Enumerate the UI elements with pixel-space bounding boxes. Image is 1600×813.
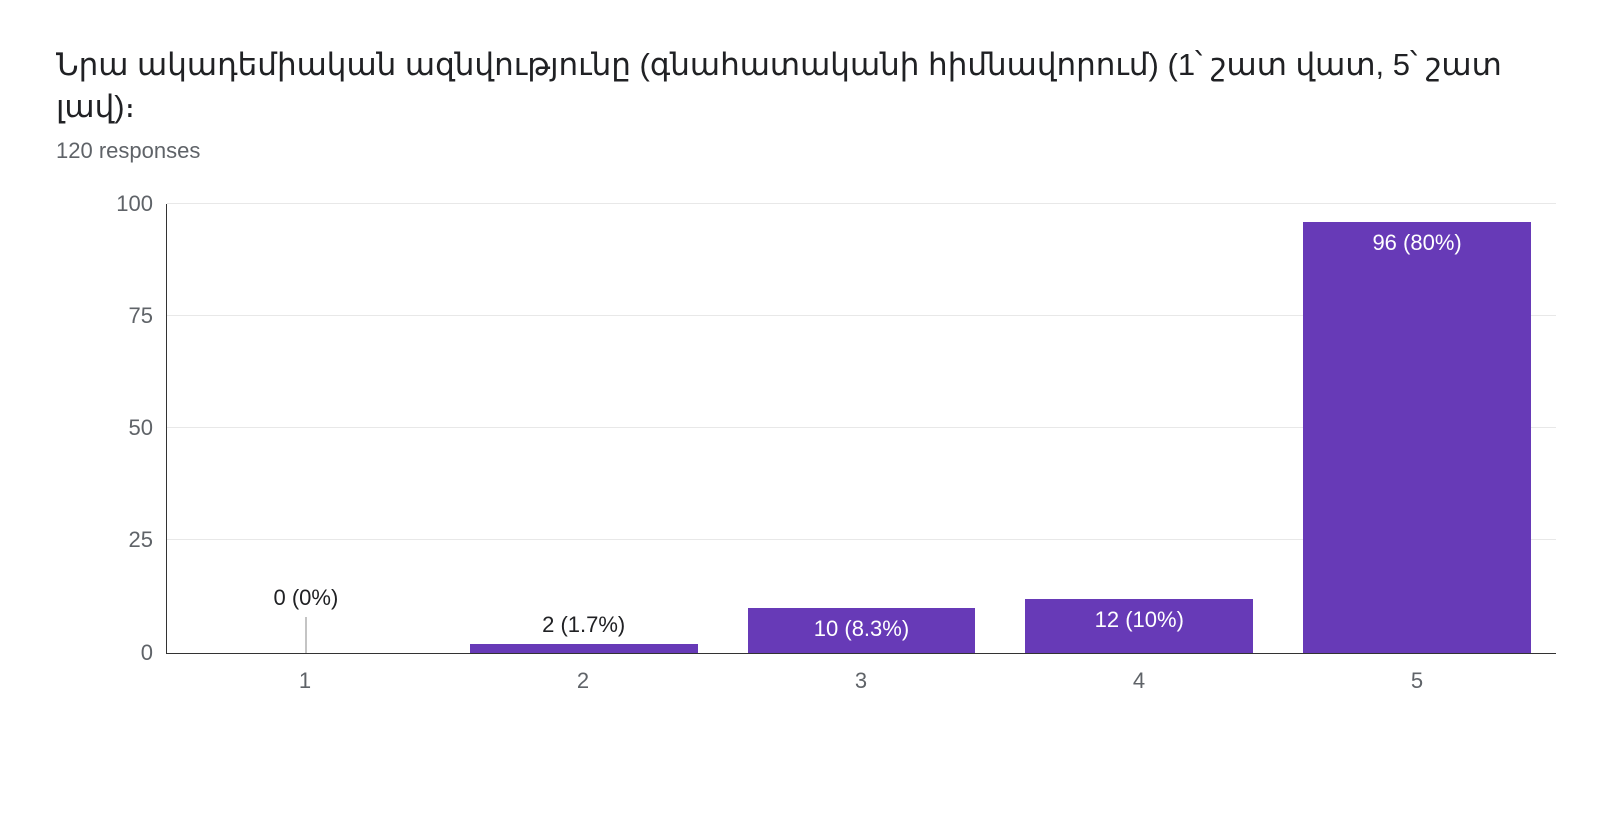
x-tick-label: 3 [722,668,1000,694]
bar-slot: 96 (80%) [1278,204,1556,653]
bar-value-label: 0 (0%) [273,585,338,611]
x-tick-label: 2 [444,668,722,694]
bar[interactable]: 12 (10%) [1025,599,1253,653]
x-axis: 12345 [166,654,1556,694]
chart: 0 (0%)2 (1.7%)10 (8.3%)12 (10%)96 (80%) … [96,204,1556,694]
bar-value-label: 96 (80%) [1372,230,1461,256]
x-tick-label: 4 [1000,668,1278,694]
y-tick-label: 0 [141,640,167,666]
plot-area: 0 (0%)2 (1.7%)10 (8.3%)12 (10%)96 (80%) … [166,204,1556,654]
bar-value-label: 12 (10%) [1095,607,1184,633]
bar[interactable]: 2 (1.7%) [470,644,698,653]
bar-value-label: 10 (8.3%) [814,616,909,642]
bars-group: 0 (0%) 2 (1.7%) 10 (8.3%) 12 (10%) 96 (80%) [167,204,1556,653]
y-tick-label: 100 [116,191,167,217]
chart-title: Նրա ակադեմիական ազնվությունը (գնահատական… [56,44,1536,128]
bar-slot: 0 (0%) [167,204,445,653]
bar-slot: 12 (10%) [1000,204,1278,653]
response-count: 120 responses [56,138,1544,164]
y-tick-label: 50 [129,415,167,441]
bar-slot: 10 (8.3%) [723,204,1001,653]
zero-bar-anchor: 0 (0%) [305,613,306,653]
x-tick-label: 5 [1278,668,1556,694]
bar[interactable]: 10 (8.3%) [748,608,976,653]
y-tick-label: 25 [129,527,167,553]
chart-container: Նրա ակադեմիական ազնվությունը (գնահատական… [0,0,1600,734]
leader-line [306,617,307,653]
bar-slot: 2 (1.7%) [445,204,723,653]
x-tick-label: 1 [166,668,444,694]
bar-value-label: 2 (1.7%) [542,612,625,638]
y-tick-label: 75 [129,303,167,329]
bar[interactable]: 96 (80%) [1303,222,1531,653]
